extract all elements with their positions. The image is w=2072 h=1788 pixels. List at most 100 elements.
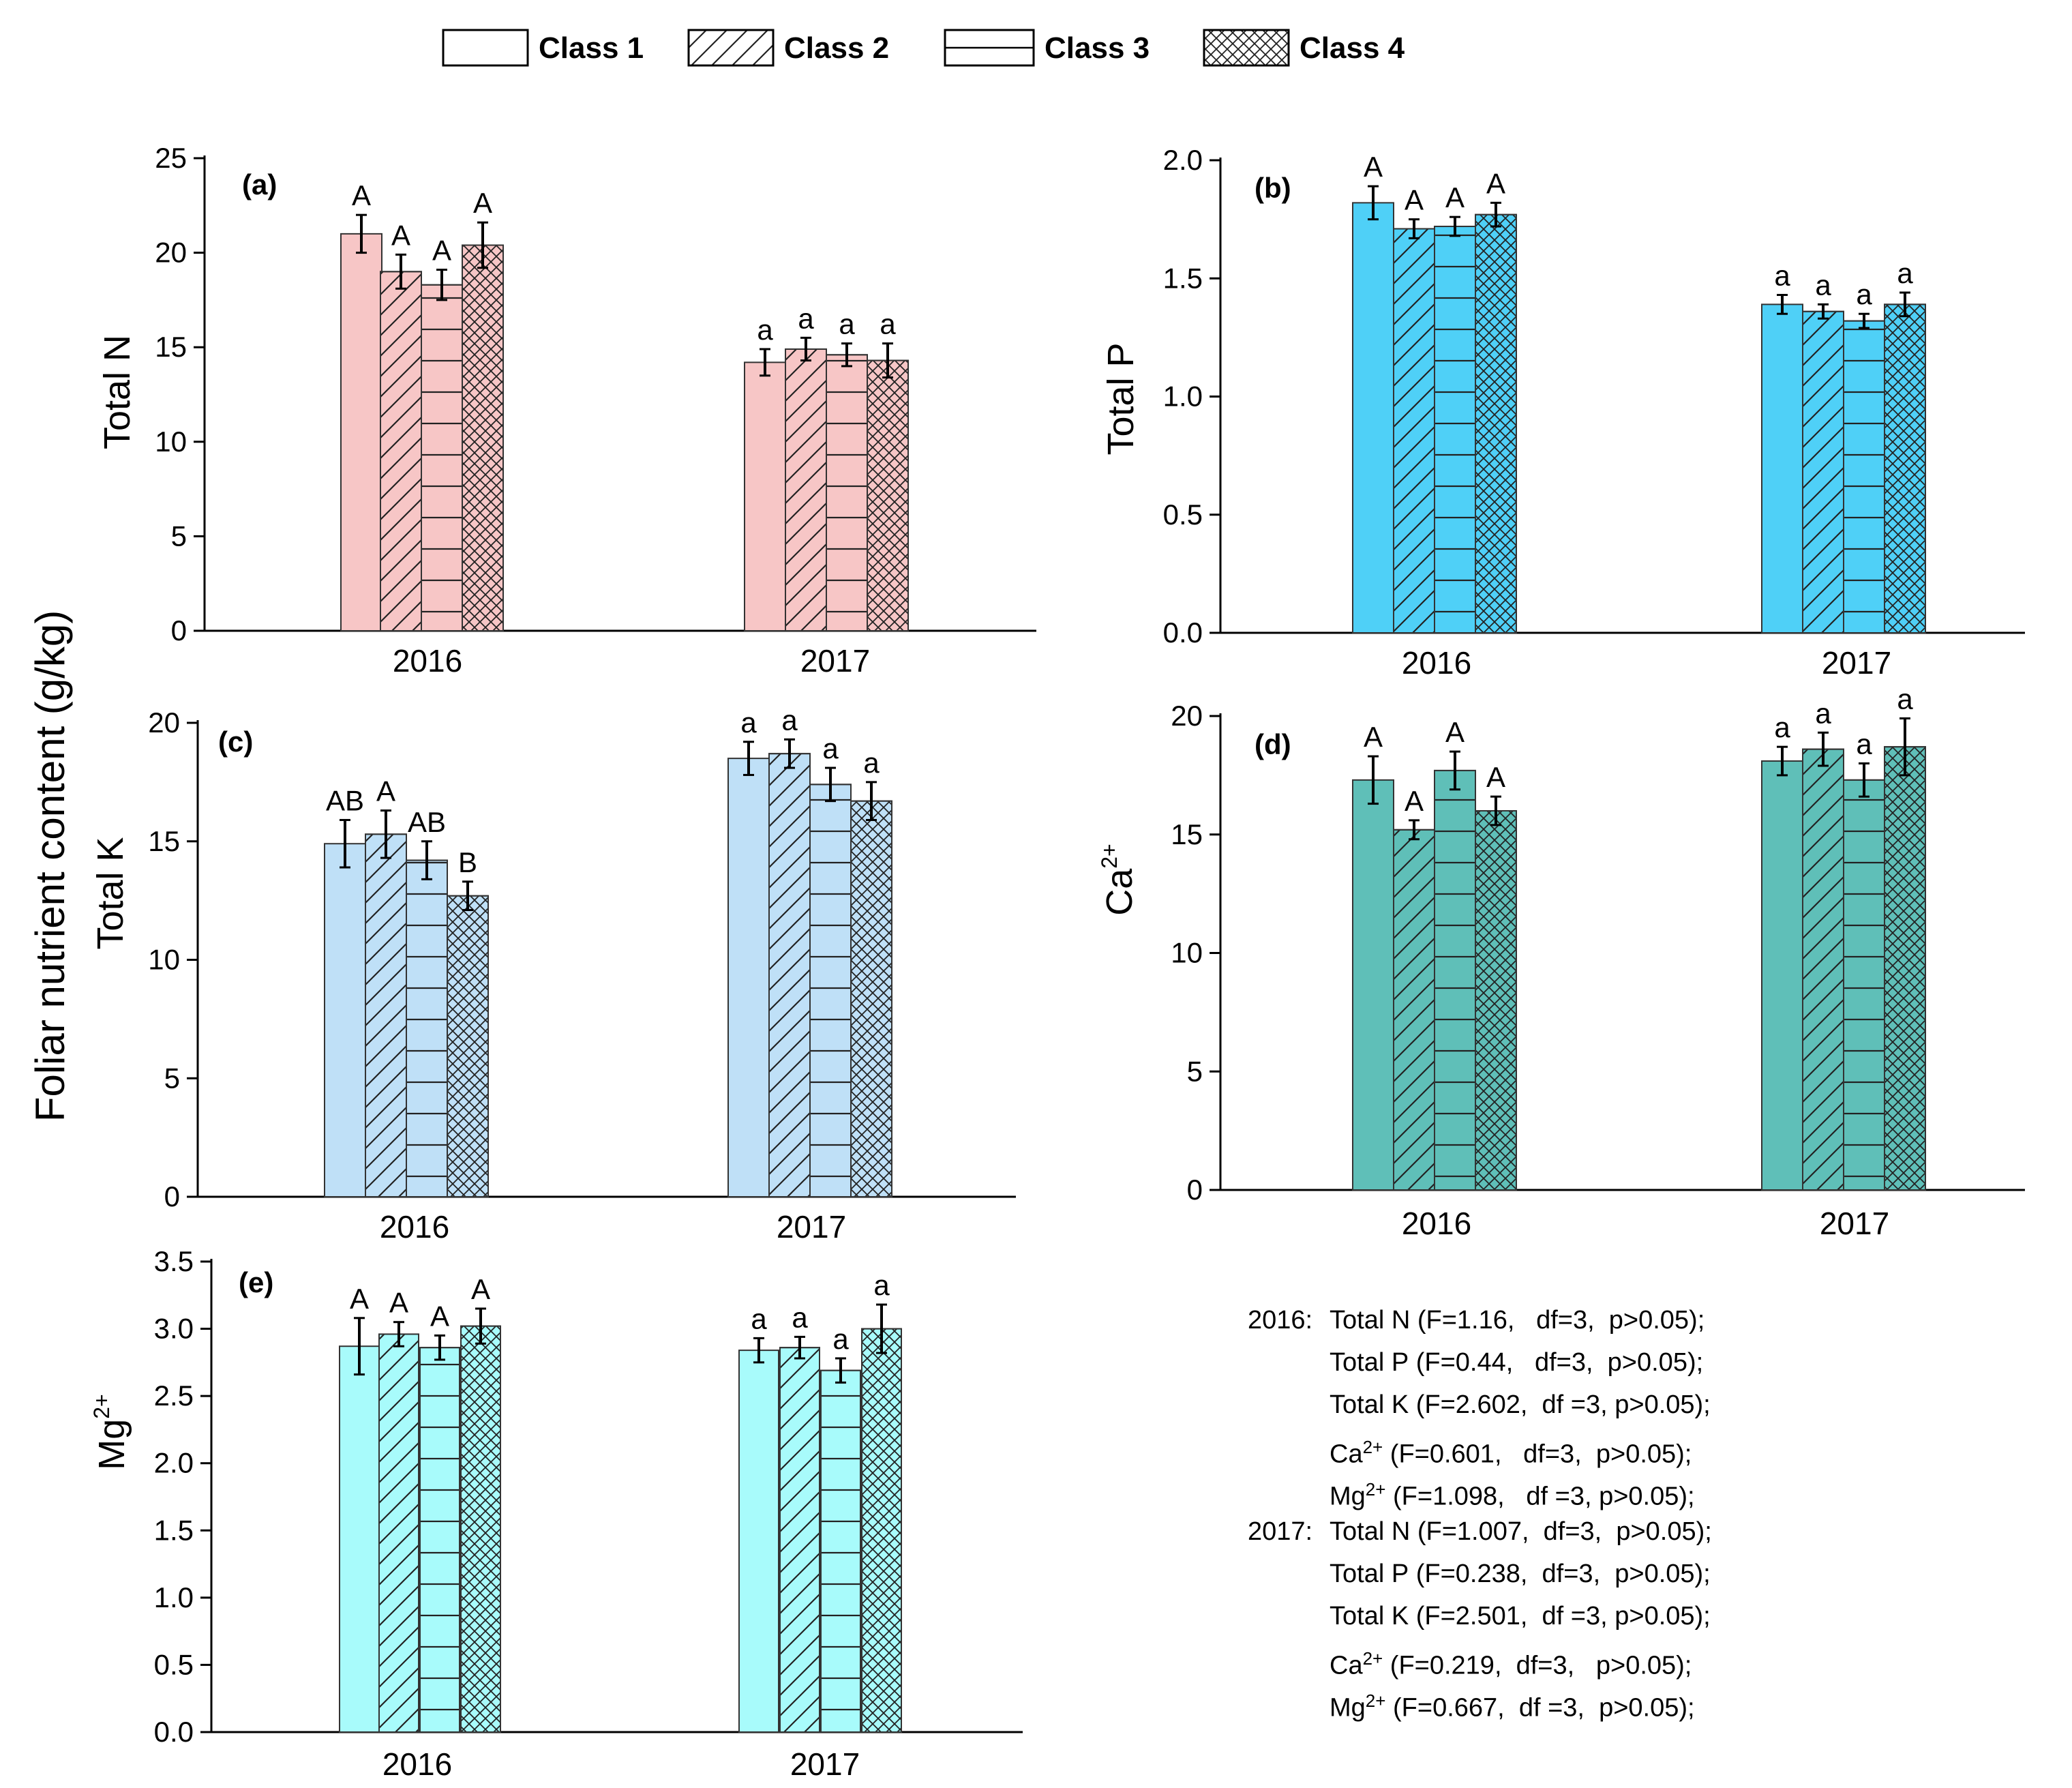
y-tick-label: 0.5 bbox=[154, 1648, 194, 1680]
y-tick-label: 1.0 bbox=[154, 1581, 194, 1613]
bar-2017-class-1 bbox=[738, 1350, 779, 1733]
y-tick-label: 5 bbox=[1187, 1055, 1203, 1087]
stat-detail: (F=1.098, df =3, p>0.05); bbox=[1385, 1482, 1695, 1511]
stat-line: Total P (F=0.238, df=3, p>0.05); bbox=[1248, 1553, 1930, 1595]
significance-letter: a bbox=[1815, 269, 1831, 301]
significance-letter: a bbox=[822, 732, 839, 764]
significance-letter: a bbox=[839, 308, 855, 340]
bar-pattern bbox=[867, 359, 909, 631]
legend-label-class-3: Class 3 bbox=[1045, 31, 1150, 65]
significance-letter: A bbox=[430, 1300, 449, 1332]
stat-variable: Ca2+ bbox=[1330, 1648, 1383, 1680]
bar-pattern bbox=[421, 284, 463, 631]
legend-label-class-1: Class 1 bbox=[539, 31, 644, 65]
legend-swatch-class-1 bbox=[442, 29, 529, 67]
y-tick-label: 10 bbox=[1171, 937, 1203, 969]
bar-2016-class-1 bbox=[339, 1345, 380, 1733]
legend-swatch-class-2 bbox=[687, 29, 775, 67]
stat-detail: (F=0.601, df=3, p>0.05); bbox=[1383, 1440, 1692, 1469]
panel-label: (e) bbox=[239, 1266, 273, 1298]
bar-pattern bbox=[768, 753, 811, 1198]
stat-detail: (F=2.602, df =3, p>0.05); bbox=[1409, 1390, 1711, 1419]
y-tick-label: 5 bbox=[164, 1062, 180, 1094]
stat-variable: Total N bbox=[1330, 1517, 1411, 1546]
stat-detail: (F=0.667, df =3, p>0.05); bbox=[1385, 1693, 1695, 1723]
stat-body: Total K (F=2.602, df =3, p>0.05); bbox=[1330, 1384, 1711, 1426]
bar-pattern bbox=[861, 1328, 902, 1733]
x-tick-label: 2016 bbox=[380, 1209, 449, 1245]
panel-1: 0 5 10 15 20 25 Total N (a) 2016 2017 Aa Aa Aa Aa bbox=[97, 142, 1036, 679]
stat-line: Ca2+ (F=0.219, df=3, p>0.05); bbox=[1248, 1637, 1930, 1680]
stat-variable: Mg2+ bbox=[1330, 1690, 1386, 1723]
bar-2017-class-1 bbox=[727, 758, 770, 1197]
bar-2017-class-1 bbox=[744, 361, 786, 631]
significance-letter: A bbox=[1405, 785, 1424, 817]
legend-label-class-2: Class 2 bbox=[784, 31, 889, 65]
bar-pattern bbox=[1393, 228, 1435, 634]
y-tick-label: 0 bbox=[171, 614, 187, 646]
bar-pattern bbox=[1884, 746, 1926, 1191]
bar-pattern bbox=[785, 348, 827, 631]
significance-letter: a bbox=[1774, 711, 1790, 743]
bar-pattern bbox=[1393, 829, 1435, 1191]
stat-line: 2016: Total N (F=1.16, df=3, p>0.05); bbox=[1248, 1299, 1930, 1341]
stat-variable: Total P bbox=[1330, 1348, 1409, 1377]
significance-letter: B bbox=[458, 846, 477, 878]
bar-pattern bbox=[419, 1347, 460, 1733]
bar-pattern bbox=[1475, 213, 1517, 634]
bar-pattern bbox=[1802, 310, 1844, 634]
x-tick-label: 2017 bbox=[800, 643, 870, 679]
bar-pattern bbox=[809, 784, 852, 1197]
y-tick-label: 0.0 bbox=[154, 1716, 194, 1748]
bar-2016-class-1 bbox=[324, 843, 366, 1197]
significance-letter: a bbox=[798, 302, 814, 334]
stat-line: 2017: Total N (F=1.007, df=3, p>0.05); bbox=[1248, 1510, 1930, 1553]
bar-pattern bbox=[1434, 226, 1476, 634]
significance-letter: A bbox=[1364, 151, 1383, 183]
bar-pattern bbox=[447, 895, 489, 1198]
bar-pattern bbox=[820, 1369, 861, 1733]
significance-letter: A bbox=[473, 187, 492, 219]
legend-swatch-class-4 bbox=[1203, 29, 1290, 67]
legend-label-class-4: Class 4 bbox=[1300, 31, 1405, 65]
significance-letter: A bbox=[432, 235, 451, 267]
x-tick-label: 2017 bbox=[1820, 1206, 1889, 1241]
stat-line: Mg2+ (F=0.667, df =3, p>0.05); bbox=[1248, 1680, 1930, 1723]
y-tick-label: 20 bbox=[1171, 700, 1203, 732]
significance-letter: a bbox=[1897, 257, 1913, 289]
y-axis-label: Total N bbox=[97, 335, 138, 449]
stat-detail: (F=1.007, df=3, p>0.05); bbox=[1410, 1517, 1712, 1546]
panel-label: (a) bbox=[242, 168, 277, 200]
y-tick-label: 2.5 bbox=[154, 1380, 194, 1412]
bar-2017-class-1 bbox=[1761, 303, 1803, 634]
stat-body: Total N (F=1.007, df=3, p>0.05); bbox=[1330, 1510, 1712, 1553]
stat-line: Total K (F=2.602, df =3, p>0.05); bbox=[1248, 1384, 1930, 1426]
bar-pattern bbox=[462, 244, 504, 631]
legend-item-class-3: Class 3 bbox=[944, 29, 1150, 67]
y-tick-label: 10 bbox=[148, 944, 180, 976]
panel-label: (b) bbox=[1255, 172, 1291, 204]
stat-variable: Ca2+ bbox=[1330, 1437, 1383, 1469]
significance-letter: AB bbox=[326, 784, 364, 816]
bar-pattern bbox=[406, 859, 448, 1198]
stat-line: Total K (F=2.501, df =3, p>0.05); bbox=[1248, 1595, 1930, 1637]
bar-2016-class-1 bbox=[1352, 779, 1394, 1191]
stat-detail: (F=0.44, df=3, p>0.05); bbox=[1409, 1348, 1704, 1377]
significance-letter: a bbox=[1815, 697, 1831, 729]
significance-letter: a bbox=[792, 1301, 808, 1333]
y-tick-label: 15 bbox=[148, 825, 180, 857]
stat-variable: Total K bbox=[1330, 1390, 1409, 1419]
stat-detail: (F=1.16, df=3, p>0.05); bbox=[1410, 1306, 1705, 1335]
bar-pattern bbox=[1843, 779, 1885, 1191]
y-axis-label: Mg2+ bbox=[89, 1394, 132, 1470]
significance-letter: a bbox=[1897, 683, 1913, 715]
legend: Class 1 Class 2 Class 3 Class 4 bbox=[442, 29, 1405, 67]
panel-5: 0.0 0.5 1.0 1.5 2.0 2.5 3.0 3.5 Mg2+ (e) 2016 2017 A… bbox=[89, 1245, 1023, 1782]
significance-letter: a bbox=[751, 1302, 767, 1335]
y-tick-label: 20 bbox=[155, 237, 187, 269]
x-tick-label: 2017 bbox=[1822, 645, 1891, 681]
y-tick-label: 3.5 bbox=[154, 1245, 194, 1277]
stat-body: Total K (F=2.501, df =3, p>0.05); bbox=[1330, 1595, 1711, 1637]
legend-item-class-2: Class 2 bbox=[687, 29, 889, 67]
stat-year: 2017: bbox=[1248, 1517, 1313, 1546]
